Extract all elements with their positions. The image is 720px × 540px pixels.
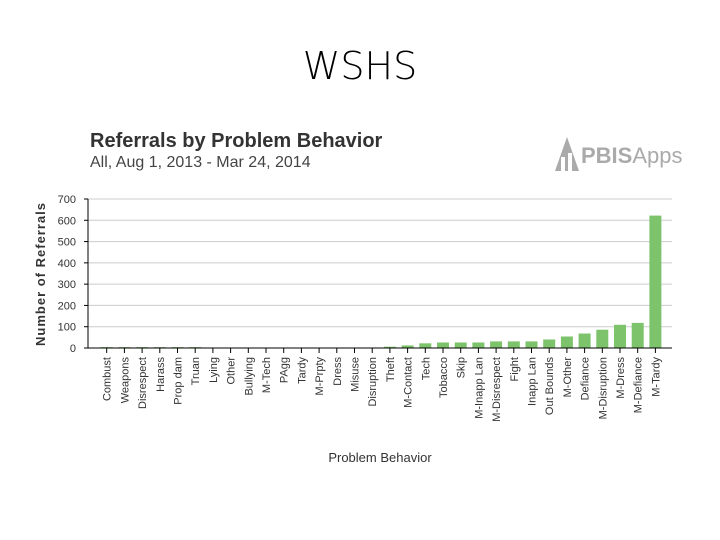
bar [401, 345, 414, 348]
x-tick-label: M-Other [562, 357, 574, 398]
x-tick-label: M-Contact [403, 357, 415, 408]
x-tick-label: Truan [190, 357, 202, 385]
pbisapps-logo: PBISApps [553, 133, 688, 173]
x-tick-label: Theft [385, 357, 397, 382]
y-tick-label: 600 [58, 215, 76, 227]
x-tick-label: M-Tech [261, 357, 273, 393]
bar [437, 342, 449, 348]
slide-title: WSHS [302, 44, 418, 88]
bar [560, 336, 573, 348]
bar [614, 324, 626, 348]
x-axis-label: Problem Behavior [328, 450, 432, 465]
x-tick-label: Harass [155, 357, 167, 392]
x-tick-label: Fight [509, 357, 521, 381]
y-tick-label: 0 [70, 343, 76, 355]
x-tick-label: Prop dam [173, 357, 185, 405]
x-tick-label: Tobacco [438, 357, 450, 398]
x-tick-label: Disrespect [137, 357, 149, 409]
x-tick-label: Dress [332, 357, 344, 386]
x-tick-label: Out Bounds [544, 357, 556, 416]
bar [454, 342, 467, 348]
x-tick-label: Skip [456, 357, 468, 378]
x-tick-label: Tardy [296, 357, 308, 384]
chart-title: Referrals by Problem Behavior [90, 130, 383, 152]
x-tick-label: Lying [208, 357, 220, 383]
x-tick-label: Other [226, 357, 238, 385]
bar [631, 322, 644, 348]
x-tick-label: M-Inapp Lan [473, 357, 485, 419]
bar [490, 341, 503, 348]
y-tick-label: 500 [58, 237, 76, 249]
bar [578, 333, 591, 348]
y-tick-label: 300 [58, 279, 76, 291]
x-tick-label: M-Dress [615, 357, 627, 399]
svg-text:PBISApps: PBISApps [581, 143, 683, 168]
y-tick-label: 100 [58, 322, 76, 334]
bar [596, 329, 609, 348]
y-tick-label: 400 [58, 258, 76, 270]
bar [649, 215, 662, 348]
bar [507, 341, 520, 348]
x-tick-label: PAgg [279, 357, 291, 383]
x-tick-label: Bullying [243, 357, 255, 396]
x-tick-label: Disruption [367, 357, 379, 407]
x-tick-label: Combust [102, 357, 114, 401]
x-tick-label: Defiance [580, 357, 592, 400]
x-tick-label: M-Defiance [633, 357, 645, 413]
bar [472, 342, 485, 348]
y-tick-label: 700 [58, 194, 76, 206]
x-tick-label: M-Tardy [650, 357, 662, 397]
y-axis-label: Number of Referrals [33, 202, 48, 346]
bar [525, 341, 538, 348]
x-tick-label: Tech [420, 357, 432, 380]
x-tick-label: Inapp Lan [527, 357, 539, 406]
x-tick-label: M-Disruption [597, 357, 609, 419]
logo-icon: PBISApps [555, 137, 683, 171]
y-tick-label: 200 [58, 300, 76, 312]
x-tick-label: M-Prpty [314, 357, 326, 396]
bar [543, 339, 556, 348]
bar [419, 343, 432, 348]
x-tick-label: Weapons [119, 357, 131, 404]
x-tick-label: Misuse [350, 357, 362, 392]
bar [383, 346, 396, 348]
chart-subtitle: All, Aug 1, 2013 - Mar 24, 2014 [90, 154, 311, 171]
x-tick-label: M-Disrespect [491, 357, 503, 422]
